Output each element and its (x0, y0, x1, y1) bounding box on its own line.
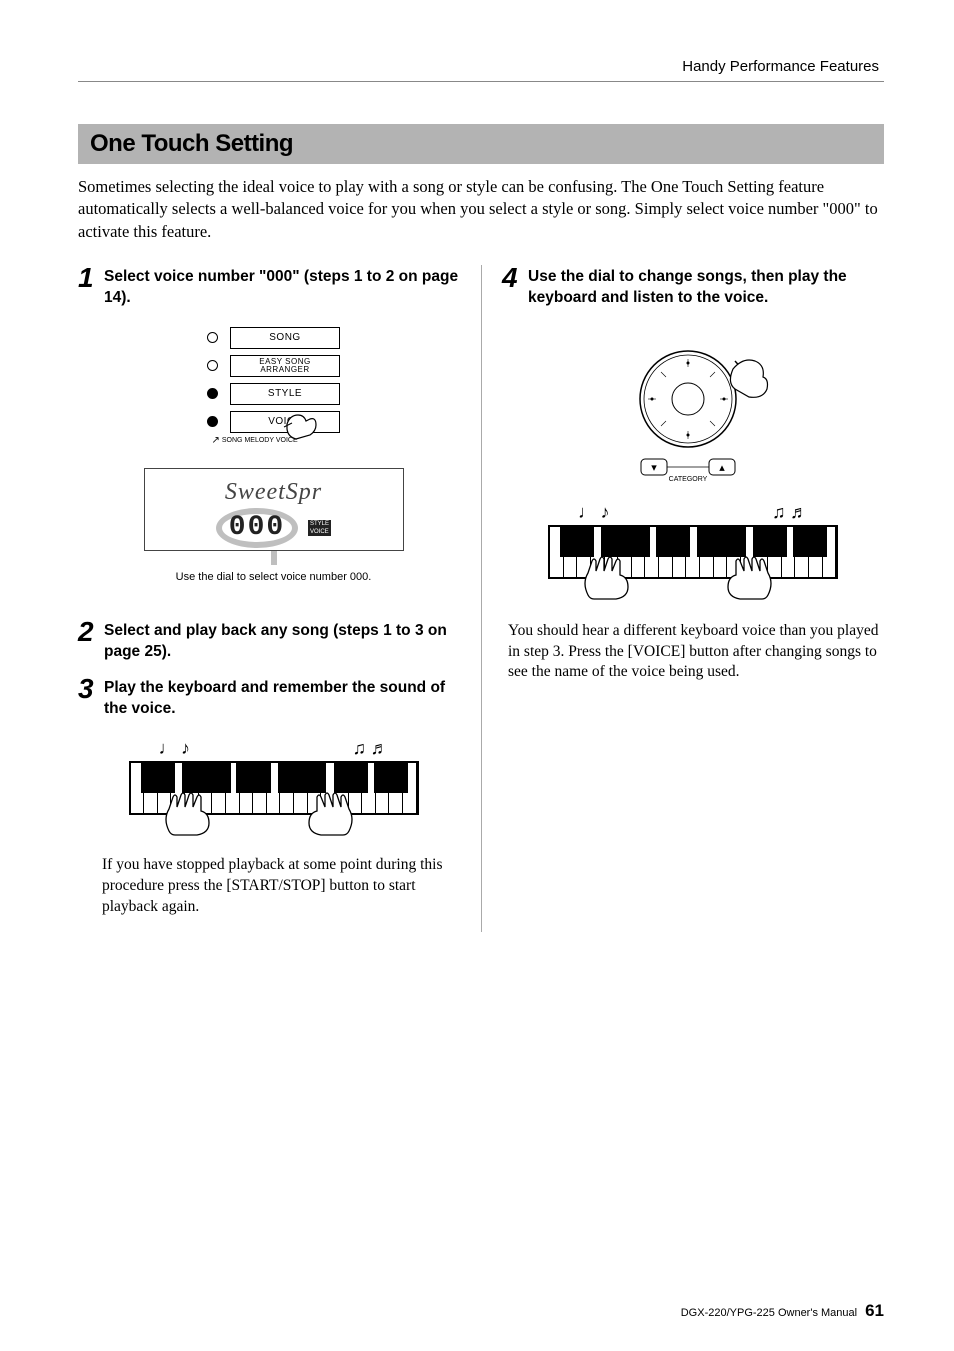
note-icon: ♩ ♪ (159, 738, 191, 759)
song-button: SONG (230, 327, 340, 349)
category-label: CATEGORY (669, 476, 708, 483)
chapter-header: Handy Performance Features (78, 58, 884, 82)
lcd-tag: STYLE (308, 520, 331, 528)
highlight-ring-icon: 000 (216, 508, 298, 548)
ring-stem-icon (271, 551, 277, 565)
svg-text:▾: ▾ (651, 462, 657, 474)
led-icon (207, 416, 218, 427)
svg-text:▴: ▴ (719, 462, 725, 474)
footer-manual-name: DGX-220/YPG-225 Owner's Manual (681, 1307, 857, 1319)
step-number: 1 (78, 265, 98, 292)
note-icon: ♫ ♬ (772, 502, 808, 523)
button-panel-illustration: SONG EASY SONG ARRANGER STYLE VOICE (174, 327, 374, 446)
section-banner: One Touch Setting (78, 124, 884, 164)
note-icon: ♫ ♬ (353, 738, 389, 759)
lcd-voice-name: SweetSpr (153, 479, 395, 506)
step-body-text: You should hear a different keyboard voi… (502, 621, 884, 684)
style-button: STYLE (230, 383, 340, 405)
note-icon: ♩ ♪ (578, 502, 610, 523)
arrow-icon: ↗ (212, 435, 220, 446)
dial-illustration: ▾ ▴ CATEGORY (593, 339, 793, 494)
keyboard-hands-illustration: ♩ ♪ ♫ ♬ (548, 502, 838, 579)
lcd-tag: VOICE (308, 528, 331, 536)
lcd-display-illustration: SweetSpr 000 STYLE VOICE (144, 468, 404, 565)
step-number: 3 (78, 676, 98, 703)
step-title: Use the dial to change songs, then play … (528, 265, 884, 309)
step-title: Play the keyboard and remember the sound… (104, 676, 469, 720)
hand-right-icon (718, 555, 778, 603)
illustration-caption: Use the dial to select voice number 000. (78, 571, 469, 583)
lcd-digits: 000 (229, 512, 285, 543)
hand-left-icon (159, 791, 219, 839)
keyboard-hands-illustration: ♩ ♪ ♫ ♬ (129, 738, 419, 815)
hand-left-icon (578, 555, 638, 603)
step-title: Select voice number "000" (steps 1 to 2 … (104, 265, 469, 309)
finger-press-icon (282, 409, 322, 443)
step-body-text: If you have stopped playback at some poi… (78, 855, 469, 918)
led-icon (207, 388, 218, 399)
step-title: Select and play back any song (steps 1 t… (104, 619, 469, 663)
led-icon (207, 360, 218, 371)
step-number: 2 (78, 619, 98, 646)
led-icon (207, 332, 218, 343)
easy-song-arranger-button: EASY SONG ARRANGER (230, 355, 340, 377)
step-number: 4 (502, 265, 522, 292)
page-number: 61 (865, 1301, 884, 1321)
section-intro: Sometimes selecting the ideal voice to p… (78, 176, 884, 243)
hand-right-icon (299, 791, 359, 839)
